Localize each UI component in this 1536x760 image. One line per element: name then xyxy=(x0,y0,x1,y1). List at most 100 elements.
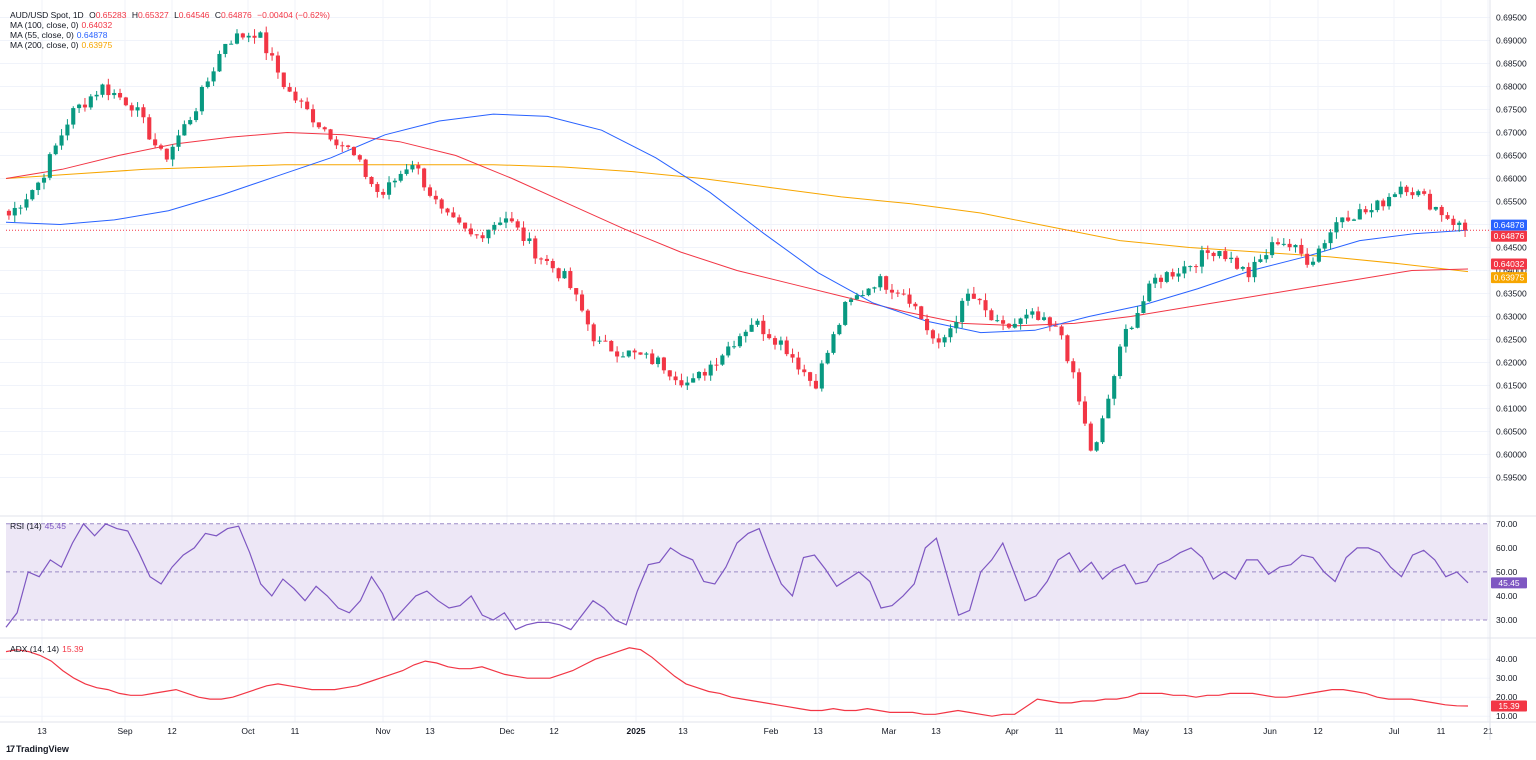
candle-body xyxy=(790,354,795,358)
candle-body xyxy=(305,101,310,110)
candle-body xyxy=(287,87,292,92)
legend-ma55[interactable]: MA (55, close, 0) 0.64878 xyxy=(10,30,111,40)
candle-body xyxy=(117,92,123,98)
candle-body xyxy=(872,287,877,289)
candle-body xyxy=(1176,273,1181,277)
candle-body xyxy=(1340,217,1345,223)
candle-body xyxy=(568,271,573,289)
time-tick-label: 11 xyxy=(1055,726,1064,736)
ohlc-change: −0.00404 (−0.62%) xyxy=(257,10,330,20)
candle-body xyxy=(310,109,316,123)
symbol-legend[interactable]: AUD/USD Spot, 1D O0.65283 H0.65327 L0.64… xyxy=(10,10,333,20)
candle-body xyxy=(1024,314,1029,319)
ma100-label: MA (100, close, 0) xyxy=(10,20,79,30)
candle-body xyxy=(1112,376,1117,399)
candle-body xyxy=(1258,259,1263,262)
candle-body xyxy=(1275,242,1280,245)
candle-body xyxy=(1158,277,1164,282)
candle-body xyxy=(1077,372,1082,402)
candle-body xyxy=(802,369,807,373)
candle-body xyxy=(439,199,444,209)
candle-body xyxy=(1410,192,1415,196)
candle-body xyxy=(1346,217,1351,221)
candle-body xyxy=(749,324,754,332)
candle-body xyxy=(1106,398,1111,419)
price-tick-label: 0.60500 xyxy=(1496,427,1527,437)
candle-body xyxy=(965,293,971,301)
candle-body xyxy=(182,124,187,136)
candle-body xyxy=(18,207,23,209)
candle-body xyxy=(1088,423,1093,451)
candle-body xyxy=(1322,243,1327,249)
candle-body xyxy=(544,258,549,262)
candle-body xyxy=(264,32,269,54)
ohlc-low: L0.64546 xyxy=(174,10,210,20)
legend-rsi[interactable]: RSI (14) 45.45 xyxy=(10,521,69,531)
candle-body xyxy=(1427,193,1433,210)
legend-ma100[interactable]: MA (100, close, 0) 0.64032 xyxy=(10,20,115,30)
ohlc-close: C0.64876 xyxy=(214,10,252,20)
candle-body xyxy=(1287,243,1292,248)
time-tick-label: Apr xyxy=(1005,726,1018,736)
candle-body xyxy=(579,294,585,311)
tradingview-brand[interactable]: 17 TradingView xyxy=(6,744,69,754)
candle-body xyxy=(217,53,222,72)
candle-body xyxy=(837,324,842,335)
price-axis[interactable]: 0.69500 0.69000 0.68500 0.68000 0.67500 0.670… xyxy=(1496,13,1527,722)
candle-body xyxy=(1065,335,1070,362)
candle-body xyxy=(574,288,579,295)
candle-body xyxy=(357,155,362,160)
tradingview-logo-icon: 17 xyxy=(6,744,15,754)
candle-body xyxy=(539,258,544,260)
price-tick-label: 0.62500 xyxy=(1496,335,1527,345)
ma55-line xyxy=(5,113,1469,334)
time-tick-label: Jun xyxy=(1263,726,1277,736)
candle-body xyxy=(1240,267,1245,269)
candle-body xyxy=(1463,222,1468,231)
time-tick-label: Nov xyxy=(375,726,391,736)
legend-adx[interactable]: ADX (14, 14) 15.39 xyxy=(10,644,86,654)
candle-body xyxy=(784,340,789,355)
candle-body xyxy=(866,288,871,296)
candle-body xyxy=(12,207,17,216)
candle-body xyxy=(656,357,661,365)
time-tick-label: 13 xyxy=(425,726,435,736)
price-tick-label: 0.63500 xyxy=(1496,289,1527,299)
candle-body xyxy=(585,310,590,325)
candle-body xyxy=(1445,215,1450,219)
time-tick-label: May xyxy=(1133,726,1150,736)
candle-body xyxy=(176,135,181,147)
candle-body xyxy=(878,276,883,288)
candle-body xyxy=(708,364,713,376)
candle-body xyxy=(47,154,52,178)
time-tick-label: 12 xyxy=(549,726,559,736)
candle-body xyxy=(1305,253,1310,265)
candle-body xyxy=(416,165,421,169)
ma100-value: 0.64032 xyxy=(81,20,113,30)
ma200-value: 0.63975 xyxy=(81,40,113,50)
ma100-badge xyxy=(1491,258,1527,270)
adx-value-badge xyxy=(1491,700,1527,712)
candle-body xyxy=(6,210,11,216)
adx-tick-label: 10.00 xyxy=(1496,711,1518,721)
candle-body xyxy=(591,324,596,342)
time-axis[interactable]: 13 Sep 12 Oct 11 Nov 13 Dec 12 2025 13 Feb 13 Mar 13 Ap… xyxy=(37,726,1493,736)
rsi-tick-label: 50.00 xyxy=(1496,567,1518,577)
candle-body xyxy=(293,91,298,101)
candle-body xyxy=(77,104,82,109)
legend-ma200[interactable]: MA (200, close, 0) 0.63975 xyxy=(10,40,115,50)
candle-body xyxy=(936,338,941,343)
rsi-value-badge xyxy=(1491,577,1527,589)
candle-body xyxy=(281,72,286,88)
candle-body xyxy=(521,227,526,241)
candle-body xyxy=(153,139,158,146)
candle-body xyxy=(1194,266,1199,268)
time-tick-label: 12 xyxy=(1313,726,1323,736)
ma200-line xyxy=(5,164,1469,273)
candle-body xyxy=(1117,346,1123,377)
time-tick-label: 11 xyxy=(1437,726,1446,736)
candle-body xyxy=(679,380,684,386)
candle-body xyxy=(158,145,164,149)
